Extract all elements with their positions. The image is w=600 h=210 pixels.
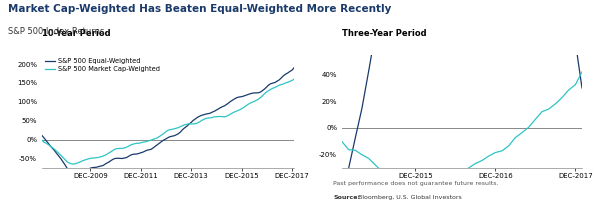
S&P 500 Equal-Weighted	[100, 164, 107, 167]
S&P 500 Market Cap-Weighted	[38, 139, 46, 142]
Text: Market Cap-Weighted Has Beaten Equal-Weighted More Recently: Market Cap-Weighted Has Beaten Equal-Wei…	[8, 4, 391, 14]
S&P 500 Equal-Weighted	[211, 110, 218, 113]
Text: Three-Year Period: Three-Year Period	[342, 29, 427, 38]
S&P 500 Market Cap-Weighted	[276, 84, 283, 87]
Legend: S&P 500 Equal-Weighted, S&P 500 Market Cap-Weighted: S&P 500 Equal-Weighted, S&P 500 Market C…	[46, 58, 160, 72]
Text: 10-Year Period: 10-Year Period	[42, 29, 110, 38]
Text: Past performance does not guarantee future results.: Past performance does not guarantee futu…	[333, 181, 499, 186]
Line: S&P 500 Equal-Weighted: S&P 500 Equal-Weighted	[42, 68, 294, 176]
Text: S&P 500 Index Returns: S&P 500 Index Returns	[8, 27, 104, 36]
S&P 500 Equal-Weighted	[290, 67, 298, 69]
S&P 500 Market Cap-Weighted	[211, 116, 218, 118]
S&P 500 Market Cap-Weighted	[70, 163, 77, 165]
S&P 500 Market Cap-Weighted	[148, 139, 155, 141]
S&P 500 Equal-Weighted	[148, 148, 155, 151]
S&P 500 Equal-Weighted	[64, 167, 71, 170]
S&P 500 Market Cap-Weighted	[290, 78, 298, 80]
S&P 500 Market Cap-Weighted	[64, 161, 71, 163]
Text: Bloomberg, U.S. Global Investors: Bloomberg, U.S. Global Investors	[356, 195, 461, 200]
S&P 500 Equal-Weighted	[198, 114, 205, 117]
S&P 500 Equal-Weighted	[276, 79, 283, 81]
S&P 500 Equal-Weighted	[38, 134, 46, 137]
S&P 500 Equal-Weighted	[72, 174, 79, 177]
S&P 500 Market Cap-Weighted	[198, 119, 205, 122]
Text: Source:: Source:	[333, 195, 360, 200]
Line: S&P 500 Market Cap-Weighted: S&P 500 Market Cap-Weighted	[42, 79, 294, 164]
S&P 500 Market Cap-Weighted	[100, 155, 107, 157]
